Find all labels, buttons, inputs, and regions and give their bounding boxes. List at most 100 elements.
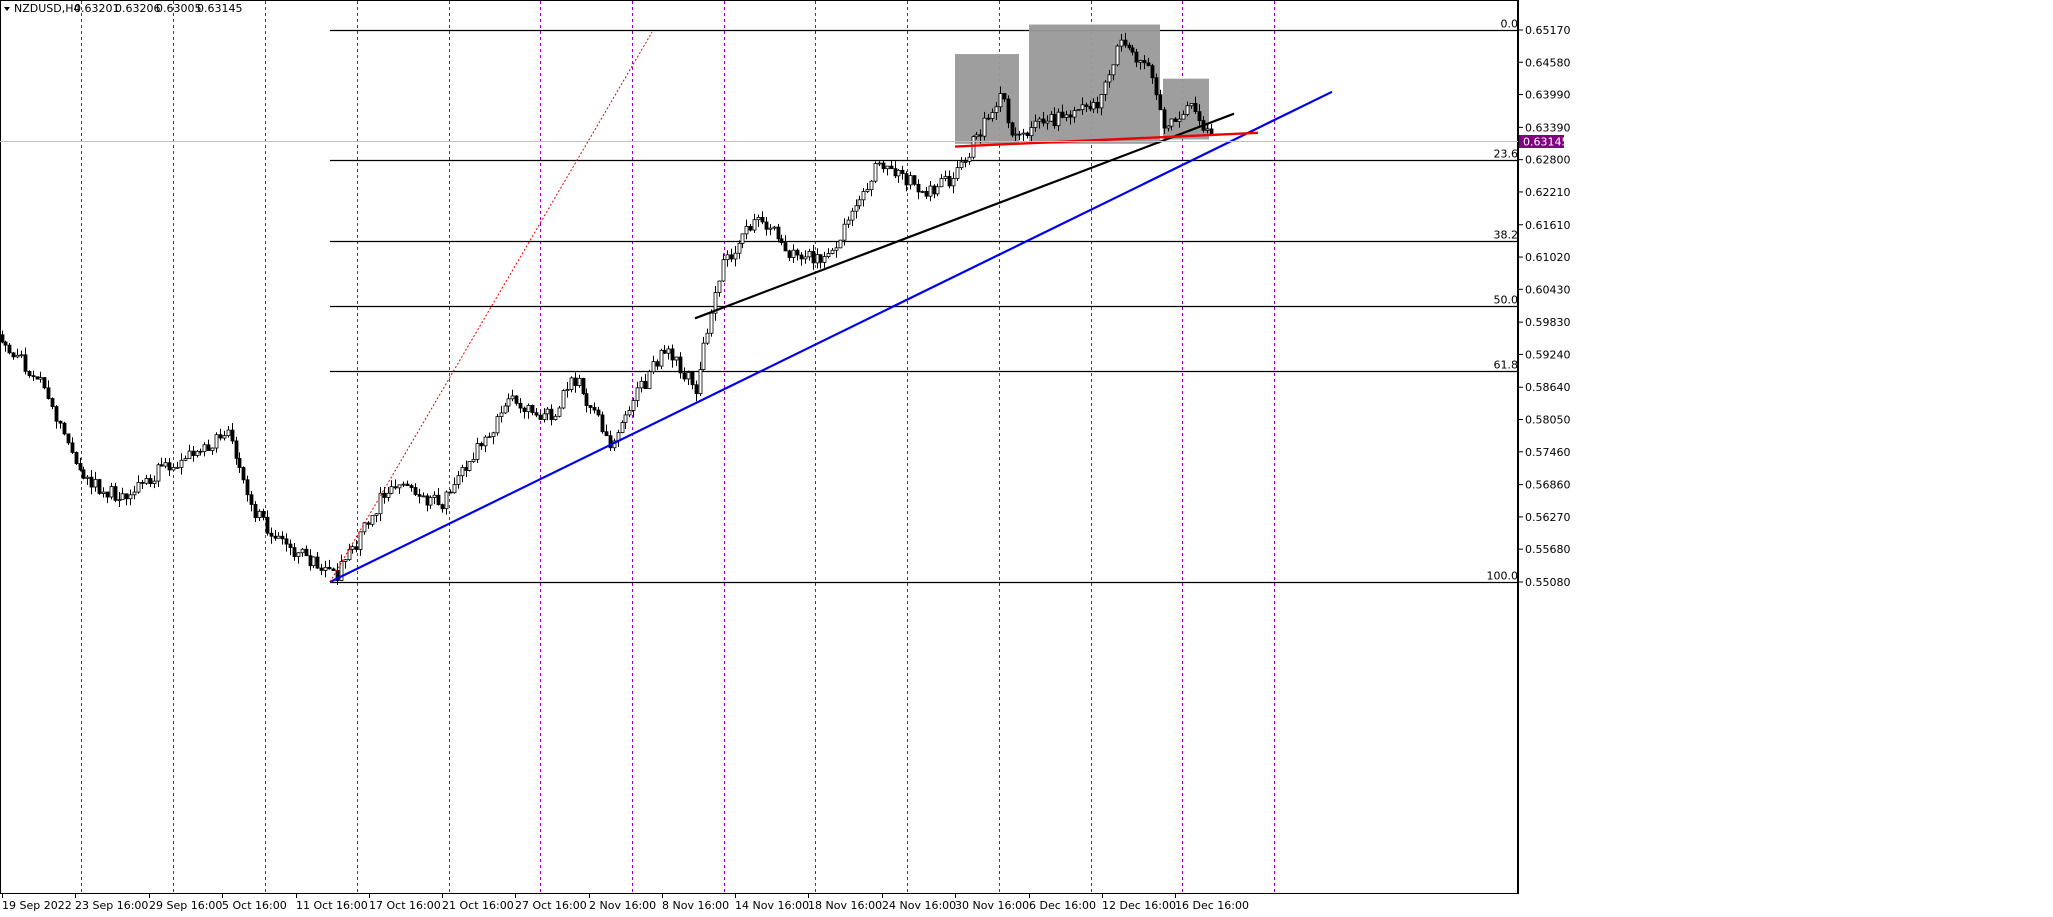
y-tick-label: 0.59830: [1525, 316, 1571, 329]
candle-body: [38, 377, 43, 380]
candle-body: [273, 535, 278, 539]
candle-body: [97, 479, 102, 494]
y-tick-label: 0.57460: [1525, 446, 1571, 459]
symbol-dropdown-icon[interactable]: [4, 7, 10, 11]
fib-level-label: 38.2: [1494, 229, 1519, 242]
candle-body: [670, 348, 675, 361]
trendlines: [329, 31, 1333, 583]
candle-body: [557, 407, 562, 417]
candle-body: [1119, 39, 1124, 47]
candle-body: [148, 478, 153, 485]
candle-body: [85, 476, 90, 479]
candle-body: [175, 466, 180, 469]
candle-body: [214, 434, 219, 449]
candle-body: [826, 253, 831, 257]
candle-body: [432, 494, 437, 498]
candle-body: [522, 407, 527, 413]
candle-body: [768, 227, 773, 230]
candle-body: [378, 492, 383, 515]
candle-body: [1052, 114, 1057, 127]
candle-body: [101, 491, 106, 494]
candle-body: [916, 183, 921, 193]
candle-body: [1041, 118, 1046, 124]
candle-body: [584, 393, 589, 406]
candle-body: [323, 566, 328, 571]
candle-body: [3, 341, 8, 346]
candle-body: [701, 342, 706, 370]
y-tick-label: 0.61020: [1525, 251, 1571, 264]
candle-body: [1099, 94, 1104, 109]
candle-body: [596, 409, 601, 416]
y-tick-label: 0.55080: [1525, 576, 1571, 589]
candle-body: [659, 349, 664, 367]
candle-body: [838, 239, 843, 249]
candle-body: [1072, 110, 1077, 118]
candle-body: [534, 412, 539, 416]
candle-body: [604, 431, 609, 437]
candle-body: [425, 495, 430, 506]
candle-body: [206, 444, 211, 451]
candle-body: [725, 254, 730, 261]
candle-body: [1177, 118, 1182, 122]
candle-body: [815, 254, 820, 264]
candle-body: [939, 178, 944, 188]
candle-body: [549, 408, 554, 420]
candle-body: [713, 292, 718, 314]
y-tick-label: 0.64580: [1525, 56, 1571, 69]
candle-body: [709, 312, 714, 334]
fibonacci-retracement: 0.0 23.6 38.2 50.0 61.8 100.0: [330, 18, 1519, 584]
candle-body: [928, 185, 933, 197]
candle-body: [202, 444, 207, 453]
candle-body: [234, 440, 239, 459]
candle-body: [1166, 125, 1171, 129]
time-axis: 19 Sep 2022 23 Sep 16:00 29 Sep 16:00 5 Oct…: [0, 893, 1518, 912]
candle-body: [503, 405, 508, 414]
black-support-trendline: [694, 112, 1235, 320]
candle-body: [54, 406, 59, 422]
candle-body: [967, 156, 972, 162]
candle-body: [1205, 128, 1210, 131]
candle-body: [167, 462, 172, 471]
candle-body: [1095, 102, 1100, 109]
candle-body: [23, 354, 28, 372]
candle-body: [608, 435, 613, 449]
candle-body: [124, 493, 129, 500]
candle-body: [506, 398, 511, 407]
y-tick-label: 0.63990: [1525, 89, 1571, 102]
candle-body: [904, 173, 909, 186]
header-high: 0.63206: [115, 2, 161, 15]
candle-body: [1010, 122, 1015, 136]
header-open: 0.63201: [74, 2, 120, 15]
candle-body: [686, 372, 691, 380]
candle-body: [456, 475, 461, 485]
candle-body: [1134, 51, 1139, 63]
candle-body: [1169, 118, 1174, 127]
candle-body: [998, 93, 1003, 108]
candle-body: [623, 414, 628, 423]
candle-body: [1146, 62, 1151, 67]
x-tick-label: 21 Oct 16:00: [442, 899, 514, 912]
candle-body: [986, 117, 991, 120]
candle-body: [1158, 94, 1163, 111]
candle-body: [1060, 111, 1065, 118]
header-symbol[interactable]: NZDUSD,H4: [14, 2, 81, 15]
candle-body: [818, 254, 823, 263]
fib-level-label: 0.0: [1501, 18, 1519, 31]
candle-body: [842, 223, 847, 241]
x-tick-label: 2 Nov 16:00: [589, 899, 656, 912]
candle-body: [300, 548, 305, 554]
candle-body: [600, 414, 605, 433]
candle-body: [990, 112, 995, 119]
current-price-marker: 0.63145: [0, 135, 1569, 149]
y-tick-label: 0.56860: [1525, 479, 1571, 492]
candle-body: [210, 447, 215, 451]
candle-body: [588, 405, 593, 408]
candle-body: [428, 497, 433, 506]
candle-body: [893, 168, 898, 177]
candle-body: [269, 532, 274, 537]
candle-body: [830, 249, 835, 254]
candle-body: [358, 531, 363, 550]
plot-frame: [0, 0, 1518, 894]
candle-body: [491, 432, 496, 438]
